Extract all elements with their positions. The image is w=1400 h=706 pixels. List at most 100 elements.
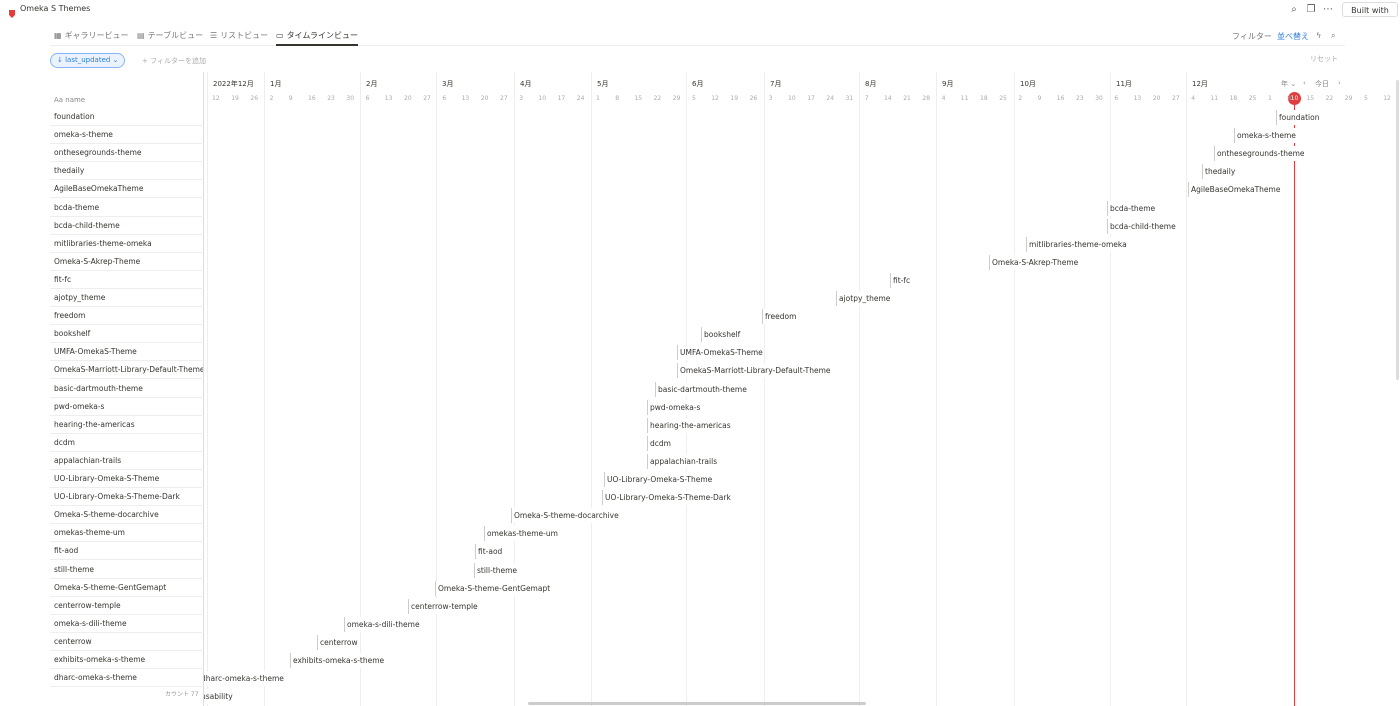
table-row[interactable]: omekas-theme-um: [50, 524, 202, 543]
sort-pill[interactable]: ↓ last_updated ⌄: [50, 53, 126, 68]
day-label: 11: [960, 95, 969, 102]
table-row[interactable]: dharc-omeka-s-theme: [50, 669, 202, 688]
timeline-item[interactable]: fit-aod: [475, 544, 503, 560]
day-label: 26: [749, 95, 758, 102]
table-row[interactable]: omeka-s-theme: [50, 126, 202, 145]
tab-timeline[interactable]: ▭ タイムラインビュー: [276, 30, 359, 46]
table-row[interactable]: Omeka-S-theme-docarchive: [50, 506, 202, 525]
timeline-item[interactable]: foundation: [1276, 110, 1320, 125]
duplicate-icon[interactable]: ❐: [1306, 4, 1316, 15]
table-row[interactable]: hearing-the-americas: [50, 416, 202, 434]
table-row[interactable]: dcdm: [50, 434, 202, 452]
table-row[interactable]: centerrow: [50, 633, 202, 651]
add-filter-button[interactable]: + フィルターを追加: [142, 57, 206, 65]
timeline-item[interactable]: Omeka-S-theme-docarchive: [511, 508, 619, 524]
search-view-icon[interactable]: ⌕: [1331, 31, 1336, 40]
table-row[interactable]: fit-fc: [50, 271, 202, 289]
table-row[interactable]: freedom: [50, 307, 202, 326]
next-button[interactable]: ›: [1338, 79, 1341, 87]
timeline-item[interactable]: bcda-child-theme: [1107, 218, 1176, 234]
table-row[interactable]: Omeka-S-theme-GentGemapt: [50, 579, 202, 597]
timeline-item[interactable]: Omeka-S-theme-GentGemapt: [435, 580, 551, 596]
unit-select[interactable]: 年 ⌄: [1281, 80, 1297, 88]
timeline-item[interactable]: still-theme: [474, 562, 518, 578]
timeline-item[interactable]: omeka-s-dili-theme: [344, 616, 420, 632]
row-name: basic-dartmouth-theme: [54, 383, 143, 393]
timeline-item[interactable]: dharc-omeka-s-theme: [204, 671, 284, 687]
table-row[interactable]: basic-dartmouth-theme: [50, 380, 202, 398]
today-button[interactable]: 今日: [1315, 80, 1329, 88]
tab-gallery[interactable]: ▦ ギャラリービュー: [54, 30, 129, 44]
timeline-item[interactable]: pwd-omeka-s: [647, 399, 701, 415]
timeline-item[interactable]: Omeka-S-Akrep-Theme: [989, 254, 1079, 270]
table-row[interactable]: onthesegrounds-theme: [50, 144, 202, 163]
timeline-item[interactable]: AgileBaseOmekaTheme: [1188, 182, 1281, 198]
table-row[interactable]: still-theme: [50, 561, 202, 579]
tab-label: テーブルビュー: [147, 31, 204, 40]
timeline-item[interactable]: onthesegrounds-theme: [1214, 146, 1305, 162]
search-icon[interactable]: ⌕: [1291, 4, 1297, 15]
timeline-item[interactable]: UMFA-OmekaS-Theme: [677, 345, 763, 361]
table-row[interactable]: OmekaS-Marriott-Library-Default-Theme: [50, 361, 205, 380]
timeline-item[interactable]: fit-fc: [890, 272, 911, 288]
table-row[interactable]: AgileBaseOmekaTheme: [50, 180, 202, 199]
timeline-item[interactable]: UO-Library-Omeka-S-Theme-Dark: [602, 490, 731, 506]
timeline-canvas[interactable]: 年 ⌄ ‹ 今日 › 10 2022年12月 1月 2月 3月 4月 5月 6月 7月 8月 9月…: [203, 72, 1400, 706]
timeline-item[interactable]: omekas-theme-um: [484, 526, 558, 542]
table-row[interactable]: centerrow-temple: [50, 597, 202, 615]
timeline-item[interactable]: centerrow-temple: [408, 598, 478, 614]
vertical-scrollbar[interactable]: [1396, 80, 1399, 380]
timeline-item[interactable]: OmekaS-Marriott-Library-Default-Theme: [677, 363, 831, 379]
day-label: 17: [807, 95, 815, 102]
tab-list[interactable]: ☰ リストビュー: [210, 30, 268, 44]
table-row[interactable]: bcda-theme: [50, 199, 202, 217]
timeline-item[interactable]: bcda-theme: [1107, 200, 1156, 216]
timeline-item[interactable]: dcdm: [647, 435, 671, 451]
name-column-header[interactable]: Aa name: [54, 96, 86, 104]
table-row[interactable]: UO-Library-Omeka-S-Theme: [50, 470, 202, 488]
timeline-item[interactable]: thedaily: [1202, 164, 1236, 180]
table-row[interactable]: pwd-omeka-s: [50, 398, 202, 416]
timeline-item[interactable]: usability: [204, 689, 233, 705]
prev-button[interactable]: ‹: [1303, 79, 1306, 87]
timeline-item[interactable]: exhibits-omeka-s-theme: [290, 653, 385, 668]
timeline-item[interactable]: basic-dartmouth-theme: [655, 381, 747, 397]
table-row[interactable]: foundation: [50, 108, 202, 126]
filter-button[interactable]: フィルター: [1232, 32, 1272, 41]
row-name: centerrow: [54, 636, 92, 646]
tab-table[interactable]: ▤ テーブルビュー: [137, 30, 203, 44]
timeline-item[interactable]: mitlibraries-theme-omeka: [1026, 236, 1127, 252]
table-row[interactable]: appalachian-trails: [50, 452, 202, 470]
table-row[interactable]: fit-aod: [50, 542, 202, 561]
row-name: Omeka-S-theme-GentGemapt: [54, 582, 167, 592]
timeline-item[interactable]: freedom: [762, 309, 797, 325]
timeline-item[interactable]: hearing-the-americas: [647, 417, 731, 433]
day-label: 9: [1037, 95, 1042, 102]
more-icon[interactable]: ⋯: [1323, 4, 1333, 15]
table-row[interactable]: bookshelf: [50, 325, 202, 344]
horizontal-scrollbar[interactable]: [528, 702, 866, 705]
reset-button[interactable]: リセット: [1310, 55, 1338, 63]
table-row[interactable]: bcda-child-theme: [50, 217, 202, 235]
table-row[interactable]: UMFA-OmekaS-Theme: [50, 343, 202, 362]
sort-button[interactable]: 並べ替え: [1277, 32, 1309, 41]
timeline-item[interactable]: omeka-s-theme: [1234, 128, 1296, 144]
timeline-item[interactable]: ajotpy_theme: [836, 291, 891, 306]
table-row[interactable]: mitlibraries-theme-omeka: [50, 235, 202, 253]
row-name: dcdm: [54, 437, 75, 447]
automation-icon[interactable]: ϟ: [1316, 31, 1322, 40]
table-row[interactable]: omeka-s-dili-theme: [50, 615, 202, 633]
day-label: 28: [922, 95, 931, 102]
timeline-item[interactable]: centerrow: [317, 634, 358, 650]
built-with-button[interactable]: Built with: [1342, 2, 1398, 17]
timeline-item[interactable]: bookshelf: [701, 327, 741, 343]
timeline-item[interactable]: UO-Library-Omeka-S-Theme: [604, 472, 713, 487]
table-row[interactable]: UO-Library-Omeka-S-Theme-Dark: [50, 488, 202, 507]
day-label: 3: [519, 95, 524, 102]
table-row[interactable]: exhibits-omeka-s-theme: [50, 651, 202, 669]
table-row[interactable]: ajotpy_theme: [50, 289, 202, 307]
timeline-item[interactable]: appalachian-trails: [647, 453, 718, 469]
table-row[interactable]: Omeka-S-Akrep-Theme: [50, 253, 202, 271]
row-name: exhibits-omeka-s-theme: [54, 655, 146, 664]
table-row[interactable]: thedaily: [50, 162, 202, 181]
